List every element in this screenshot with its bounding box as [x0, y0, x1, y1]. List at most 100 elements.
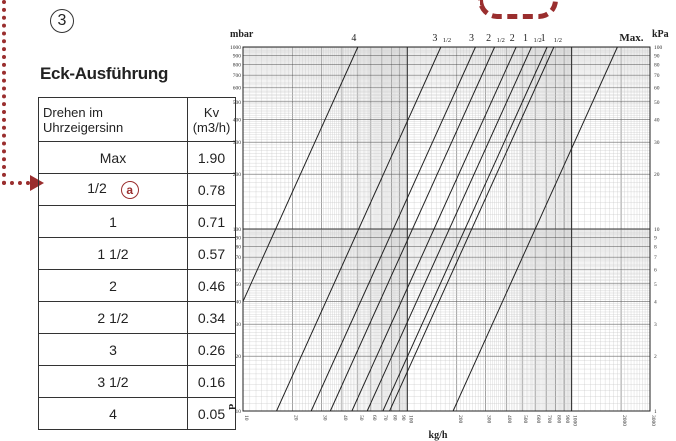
y-right-tick-label: 80 [654, 63, 660, 69]
y-right-tick-label: 10 [654, 227, 660, 233]
right-unit-label: kPa [652, 29, 669, 40]
y-tick-label: 100 [233, 227, 242, 233]
x-tick-label: 70 [382, 415, 388, 421]
header-setting: Drehen im Uhrzeigersinn [38, 97, 188, 142]
y-tick-label: 50 [236, 282, 242, 288]
y-tick-label: 900 [233, 53, 242, 59]
y-tick-label: 600 [233, 85, 242, 91]
series-label: 1/2 [554, 37, 562, 44]
series-line [366, 46, 532, 412]
y-tick-label: 200 [233, 172, 242, 178]
x-tick-label: 900 [564, 415, 570, 424]
series-label: 4 [351, 33, 356, 44]
table-row: 1/2 a 0.78 [38, 173, 236, 206]
y-right-tick-label: 2 [654, 354, 657, 360]
y-right-tick-label: 40 [654, 117, 660, 123]
x-tick-label: 40 [342, 415, 348, 421]
y-right-tick-label: 5 [654, 282, 657, 288]
kv-value: 0.16 [187, 365, 236, 398]
setting-cell: 3 1/2 [38, 365, 188, 398]
header-setting-line2: Uhrzeigersinn [43, 119, 124, 135]
table-row: 1 1/2 0.57 [38, 237, 236, 270]
series-label: 3 [469, 33, 474, 44]
x-tick-label: 100 [407, 415, 413, 424]
connector-dotted-line-horizontal [2, 181, 30, 185]
setting-cell: 3 [38, 333, 188, 366]
x-tick-label: 500 [522, 415, 528, 424]
y-tick-label: 10 [236, 409, 242, 415]
setting-cell: Max [38, 141, 188, 174]
setting-value: 2 1/2 [97, 309, 129, 326]
series-label-fraction: 1/2 [443, 37, 451, 44]
series-line [389, 46, 555, 412]
kv-value: 0.26 [187, 333, 236, 366]
series-label-fraction: 1/2 [497, 37, 505, 44]
setting-cell: 4 [38, 397, 188, 430]
x-tick-label: 30 [321, 415, 327, 421]
table-row: 2 0.46 [38, 269, 236, 302]
table-row: 3 1/2 0.16 [38, 365, 236, 398]
x-tick-label: 50 [358, 415, 364, 421]
y-tick-label: 90 [236, 235, 242, 241]
x-tick-label: 600 [535, 415, 541, 424]
y-tick-label: 700 [233, 73, 242, 79]
header-kv-line1: Kv [203, 104, 220, 120]
kv-value: 0.78 [187, 173, 236, 206]
y-tick-label: 60 [236, 267, 242, 273]
setting-cell: 2 1/2 [38, 301, 188, 334]
y-right-tick-label: 60 [654, 85, 660, 91]
y-tick-label: 500 [233, 100, 242, 106]
setting-cell: 1/2 a [38, 173, 188, 206]
series-label: Max. [619, 32, 643, 44]
x-axis-label: kg/h [429, 430, 448, 441]
x-tick-label: 1000 [572, 415, 578, 426]
setting-value: 1/2 [87, 180, 107, 197]
x-tick-label: 800 [556, 415, 562, 424]
setting-value: 2 [109, 277, 117, 294]
x-tick-label: 60 [371, 415, 377, 421]
x-tick-label: 90 [400, 415, 406, 421]
y-right-tick-label: 9 [654, 235, 657, 241]
setting-cell: 2 [38, 269, 188, 302]
series-line [329, 46, 496, 412]
setting-value: 1 [109, 213, 117, 230]
series-label: 1 [541, 33, 546, 44]
series-label-fraction: 1/2 [533, 37, 541, 44]
x-tick-label: 2000 [621, 415, 627, 426]
series-line [310, 46, 476, 412]
y-tick-label: 70 [236, 255, 242, 261]
y-right-tick-label: 100 [654, 45, 663, 51]
setting-value: Max [99, 149, 127, 166]
setting-value: 3 [109, 341, 117, 358]
x-tick-label: 200 [457, 415, 463, 424]
y-tick-label: 30 [236, 322, 242, 328]
step-number-badge: 3 [50, 9, 74, 33]
setting-value: 3 1/2 [97, 373, 129, 390]
y-right-tick-label: 7 [654, 255, 657, 261]
header-kv-line2: (m3/h) [192, 119, 231, 135]
y-axis-label: P [228, 404, 239, 410]
table-row: 2 1/2 0.34 [38, 301, 236, 334]
table-row: Max 1.90 [38, 141, 236, 174]
y-tick-label: 40 [236, 299, 242, 305]
connector-dotted-line-vertical [2, 0, 6, 185]
y-tick-label: 300 [233, 140, 242, 146]
marker-a-icon: a [120, 180, 139, 199]
table-header-row: Drehen im Uhrzeigersinn Kv (m3/h) [38, 97, 236, 142]
x-tick-label: 10 [243, 415, 249, 421]
series-line [351, 46, 517, 412]
left-unit-label: mbar [230, 29, 254, 40]
series-line [276, 46, 442, 412]
series-label: 2 [510, 33, 515, 44]
x-tick-label: 3000 [650, 415, 656, 426]
y-right-tick-label: 50 [654, 100, 660, 106]
y-right-tick-label: 30 [654, 140, 660, 146]
setting-cell: 1 [38, 205, 188, 238]
y-right-tick-label: 70 [654, 73, 660, 79]
table-row: 1 0.71 [38, 205, 236, 238]
table-row: 3 0.26 [38, 333, 236, 366]
setting-value: 1 1/2 [97, 245, 129, 262]
y-right-tick-label: 20 [654, 172, 660, 178]
y-tick-label: 800 [233, 63, 242, 69]
y-tick-label: 400 [233, 117, 242, 123]
